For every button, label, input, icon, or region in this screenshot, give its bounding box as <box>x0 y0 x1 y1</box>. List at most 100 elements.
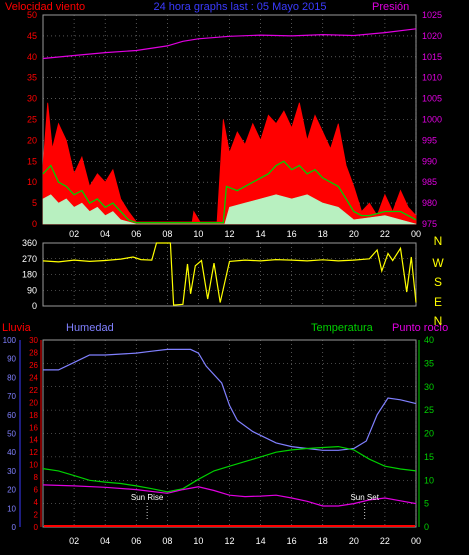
compass-letter: N <box>434 234 443 248</box>
rain-y-tick-label: 12 <box>29 448 38 457</box>
pressure-y-tick-label: 1000 <box>422 115 442 125</box>
wind-speed-y-tick-label: 10 <box>27 177 37 187</box>
rain-y-tick-label: 8 <box>34 473 39 482</box>
wind-speed-y-tick-label: 30 <box>27 94 37 104</box>
rain-y-tick-label: 24 <box>29 373 38 382</box>
wind-speed-title: Velocidad viento <box>5 1 85 13</box>
rain-y-tick-label: 30 <box>29 336 38 345</box>
wind-speed-x-tick-label: 08 <box>162 229 172 239</box>
pressure-y-tick-label: 975 <box>422 219 437 229</box>
rain-y-tick-label: 20 <box>29 398 38 407</box>
pressure-y-tick-label: 1025 <box>422 10 442 20</box>
temperature-y-tick-label: 5 <box>424 499 429 509</box>
humidity-x-tick-label: 16 <box>287 536 297 546</box>
wind-speed-x-tick-label: 12 <box>224 229 234 239</box>
wind-direction-y-tick-label: 270 <box>22 254 37 264</box>
rain-y-tick-label: 26 <box>29 361 38 370</box>
wind-direction-y-tick-label: 90 <box>27 285 37 295</box>
wind-speed-x-tick-label: 04 <box>100 229 110 239</box>
event-label: Sun Rise <box>131 493 164 502</box>
humidity-label: Humedad <box>66 322 114 334</box>
wind-speed-y-tick-label: 35 <box>27 73 37 83</box>
temperature-y-tick-label: 10 <box>424 475 434 485</box>
compass-letter: S <box>434 275 442 289</box>
compass-letter: E <box>434 295 442 309</box>
humidity-x-tick-label: 04 <box>100 536 110 546</box>
humidity-x-tick-label: 06 <box>131 536 141 546</box>
wind-speed-y-tick-label: 40 <box>27 52 37 62</box>
wind-speed-x-tick-label: 00 <box>411 229 421 239</box>
graph-date-title: 24 hora graphs last : 05 Mayo 2015 <box>153 1 326 13</box>
wind-speed-x-tick-label: 22 <box>380 229 390 239</box>
humidity-y-tick-label: 40 <box>7 448 16 457</box>
humidity-x-tick-label: 10 <box>193 536 203 546</box>
humidity-x-tick-label: 02 <box>69 536 79 546</box>
temperature-y-tick-label: 0 <box>424 522 429 532</box>
humidity-x-tick-label: 18 <box>318 536 328 546</box>
rain-y-tick-label: 28 <box>29 348 38 357</box>
pressure-y-tick-label: 985 <box>422 177 437 187</box>
temperature-y-tick-label: 35 <box>424 358 434 368</box>
wind-gust-area <box>42 102 417 225</box>
pressure-y-tick-label: 990 <box>422 156 437 166</box>
wind-speed-y-tick-label: 15 <box>27 156 37 166</box>
temperature-y-tick-label: 30 <box>424 382 434 392</box>
wind-speed-y-tick-label: 5 <box>32 198 37 208</box>
temperature-y-tick-label: 25 <box>424 405 434 415</box>
wind-direction-y-tick-label: 360 <box>22 238 37 248</box>
wind-direction-y-tick-label: 0 <box>32 301 37 311</box>
wind-speed-x-tick-label: 16 <box>287 229 297 239</box>
wind-speed-x-tick-label: 14 <box>256 229 266 239</box>
humidity-y-tick-label: 30 <box>7 467 16 476</box>
pressure-y-tick-label: 1020 <box>422 31 442 41</box>
dew-point-line <box>42 484 417 507</box>
humidity-temperature-chart: 0102030405060708090100024681012141618202… <box>3 335 434 546</box>
pressure-y-tick-label: 1010 <box>422 73 442 83</box>
dew-point-label: Punto rocío <box>392 322 448 334</box>
temperature-y-tick-label: 20 <box>424 429 434 439</box>
humidity-x-tick-label: 22 <box>380 536 390 546</box>
wind-speed-y-tick-label: 0 <box>32 219 37 229</box>
pressure-line <box>42 28 417 60</box>
temperature-label: Temperatura <box>311 322 374 334</box>
humidity-x-tick-label: 14 <box>256 536 266 546</box>
rain-y-tick-label: 16 <box>29 423 38 432</box>
temperature-y-tick-label: 15 <box>424 452 434 462</box>
rain-y-tick-label: 0 <box>34 523 39 532</box>
humidity-x-tick-label: 00 <box>411 536 421 546</box>
rain-y-tick-label: 14 <box>29 436 38 445</box>
rain-y-tick-label: 6 <box>34 486 39 495</box>
pressure-y-tick-label: 1005 <box>422 94 442 104</box>
humidity-x-tick-label: 20 <box>349 536 359 546</box>
humidity-y-tick-label: 0 <box>12 523 17 532</box>
wind-direction-line <box>42 242 417 306</box>
humidity-x-tick-label: 08 <box>162 536 172 546</box>
humidity-x-tick-label: 12 <box>224 536 234 546</box>
humidity-y-tick-label: 60 <box>7 411 16 420</box>
rain-y-tick-label: 2 <box>34 511 39 520</box>
wind-speed-x-tick-label: 06 <box>131 229 141 239</box>
pressure-title: Presión <box>372 1 409 13</box>
wind-speed-chart: 0510152025303540455097598098599099510001… <box>27 10 442 239</box>
wind-speed-x-tick-label: 10 <box>193 229 203 239</box>
temperature-y-tick-label: 40 <box>424 335 434 345</box>
wind-speed-x-tick-label: 20 <box>349 229 359 239</box>
wind-speed-x-tick-label: 02 <box>69 229 79 239</box>
humidity-y-tick-label: 50 <box>7 430 16 439</box>
temperature-line <box>42 445 417 493</box>
rain-label: Lluvia <box>2 322 32 334</box>
rain-y-tick-label: 22 <box>29 386 38 395</box>
rain-y-tick-label: 18 <box>29 411 38 420</box>
wind-base-area <box>42 194 417 225</box>
wind-speed-x-tick-label: 18 <box>318 229 328 239</box>
rain-y-tick-label: 4 <box>34 498 39 507</box>
pressure-y-tick-label: 1015 <box>422 52 442 62</box>
humidity-y-tick-label: 80 <box>7 373 16 382</box>
rain-y-tick-label: 10 <box>29 461 38 470</box>
humidity-y-tick-label: 10 <box>7 504 16 513</box>
humidity-y-tick-label: 100 <box>3 336 17 345</box>
humidity-y-tick-label: 20 <box>7 486 16 495</box>
